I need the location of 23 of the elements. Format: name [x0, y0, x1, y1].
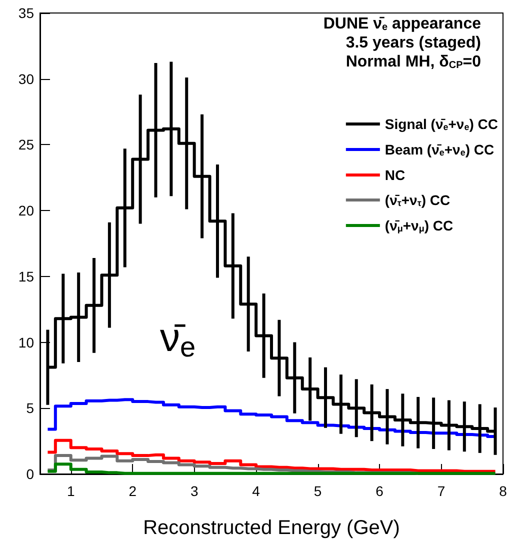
y-tick-label: 20	[18, 202, 34, 219]
y-tick-label: 15	[18, 268, 34, 284]
x-tick-label: 2	[128, 483, 137, 499]
y-tick-label: 0	[26, 466, 34, 482]
x-tick-label: 5	[314, 483, 322, 499]
y-tick-label: 5	[26, 400, 34, 416]
annotation: 3.5 years (staged)	[346, 34, 482, 52]
x-tick-label: 1	[66, 483, 75, 499]
x-axis-title: Reconstructed Energy (GeV)	[143, 517, 400, 539]
x-tick-label: 4	[252, 483, 260, 499]
y-tick-label: 30	[18, 70, 34, 87]
legend-label: Beam (ν̄e+νe) CC	[384, 142, 494, 158]
x-tick-label: 3	[190, 483, 198, 499]
x-tick-label: 7	[437, 483, 446, 499]
legend-label: NC	[384, 167, 406, 183]
legend-label: (ν̄τ+ντ) CC	[384, 192, 450, 208]
x-tick-label: 6	[376, 483, 384, 499]
y-tick-label: 35	[18, 5, 34, 21]
y-tick-label: 25	[18, 136, 34, 153]
x-tick-label: 8	[499, 483, 508, 499]
y-tick-label: 10	[18, 334, 34, 350]
legend-label: Signal (ν̄e+νe) CC	[384, 116, 498, 132]
legend-label: (ν̄μ+νμ) CC	[384, 218, 454, 234]
